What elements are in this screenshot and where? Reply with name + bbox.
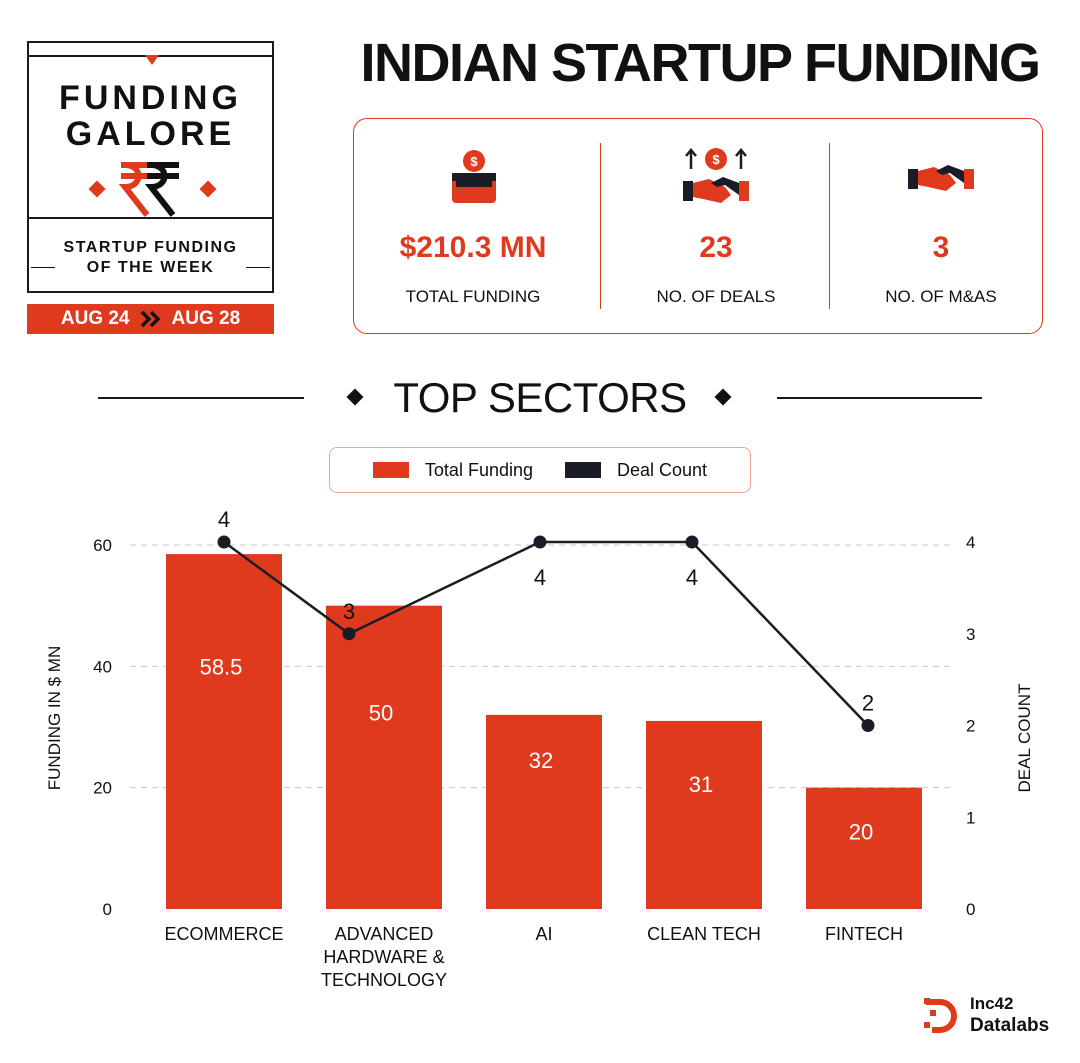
x-tick-label: AI	[535, 924, 552, 944]
y2-tick-label: 2	[966, 717, 975, 736]
deal-count-point	[861, 719, 875, 732]
funding-galore-badge: FUNDING GALORE STARTUP FUNDING OF THE WE…	[27, 41, 274, 293]
deal-count-label: 4	[218, 507, 230, 532]
x-tick-label: CLEAN TECH	[647, 924, 761, 944]
x-tick-label: ADVANCED	[335, 924, 434, 944]
legend-label-funding: Total Funding	[424, 459, 533, 480]
bar-value-label: 20	[849, 819, 873, 844]
date-to: AUG 28	[171, 308, 241, 329]
y-tick-label: 0	[103, 900, 112, 919]
deal-count-point	[217, 535, 231, 549]
bar	[486, 714, 602, 909]
y2-tick-label: 4	[966, 533, 975, 552]
stat-value: 3	[932, 231, 950, 264]
section-rule-left	[98, 397, 304, 399]
date-range-bar: AUG 24 AUG 28	[27, 304, 274, 334]
badge-triangle-marker	[145, 55, 159, 65]
handshake-icon	[908, 165, 974, 191]
deal-count-label: 2	[862, 691, 874, 716]
y2-tick-label: 1	[966, 808, 975, 827]
badge-title-line1: FUNDING	[59, 79, 242, 117]
page-title: INDIAN STARTUP FUNDING	[360, 33, 1042, 93]
chart-legend: Total Funding Deal Count	[329, 447, 751, 493]
svg-text:$: $	[470, 154, 478, 169]
y-tick-label: 40	[93, 657, 112, 676]
stats-panel: $ $210.3 MN TOTAL FUNDING $ 23 NO. OF DE…	[353, 118, 1043, 334]
y-tick-label: 20	[93, 779, 112, 798]
stats-divider	[829, 143, 830, 309]
stats-divider	[600, 143, 601, 309]
bar-value-label: 32	[529, 748, 553, 773]
y2-tick-label: 3	[966, 625, 975, 644]
date-from: AUG 24	[60, 308, 130, 329]
stat-label: NO. OF DEALS	[656, 287, 776, 306]
deal-count-point	[533, 535, 547, 549]
x-tick-label: FINTECH	[825, 924, 903, 944]
bar	[326, 605, 442, 909]
legend-item-deals: Deal Count	[565, 460, 707, 481]
double-chevron-icon	[140, 310, 160, 328]
y2-tick-label: 0	[966, 900, 975, 919]
badge-mid-rule	[29, 217, 272, 219]
stat-value: 23	[699, 231, 733, 264]
legend-swatch-deals	[565, 462, 601, 478]
inc42-logo: Inc42 Datalabs	[922, 994, 1062, 1038]
section-title: TOP SECTORS	[393, 374, 687, 421]
legend-item-funding: Total Funding	[372, 459, 533, 481]
rupee-icon	[118, 162, 179, 217]
deal-count-label: 4	[686, 565, 698, 590]
inc42-logo-icon	[924, 998, 957, 1033]
stat-total-funding: $ $210.3 MN TOTAL FUNDING	[361, 119, 585, 333]
deal-count-point	[685, 535, 699, 549]
badge-subtitle-rule-right	[246, 267, 270, 268]
x-tick-label: HARDWARE &	[323, 947, 444, 967]
badge-subtitle-line2: OF THE WEEK	[86, 259, 215, 276]
bar-value-label: 31	[689, 772, 713, 797]
stat-label: TOTAL FUNDING	[405, 287, 541, 306]
badge-subtitle-line1: STARTUP FUNDING	[63, 239, 238, 256]
y-axis-label: FUNDING IN $ MN	[45, 646, 64, 791]
svg-text:$: $	[712, 152, 720, 167]
logo-brand-line1: Inc42	[970, 994, 1014, 1013]
deal-count-label: 4	[534, 565, 546, 590]
x-tick-label: TECHNOLOGY	[321, 970, 447, 990]
y2-axis-label: DEAL COUNT	[1015, 684, 1034, 793]
y-tick-label: 60	[93, 536, 112, 555]
stat-label: NO. OF M&AS	[885, 287, 997, 306]
deal-count-label: 3	[343, 599, 355, 624]
bar	[646, 720, 762, 909]
x-tick-label: ECOMMERCE	[164, 924, 283, 944]
bar	[806, 787, 922, 909]
badge-title-line2: GALORE	[65, 115, 236, 153]
handshake-deal-icon: $	[683, 148, 749, 203]
legend-label-deals: Deal Count	[617, 459, 708, 480]
section-rule-right	[777, 397, 982, 399]
money-box-icon: $	[452, 150, 496, 203]
deal-count-point	[342, 627, 356, 641]
bar-value-label: 58.5	[200, 655, 243, 680]
legend-swatch-funding	[372, 462, 409, 478]
logo-brand-line2: Datalabs	[970, 1015, 1050, 1036]
badge-subtitle-rule-left	[31, 267, 55, 268]
stat-deals: $ 23 NO. OF DEALS	[604, 119, 828, 333]
bar-value-label: 50	[369, 700, 393, 725]
bar	[166, 554, 282, 909]
stat-mas: 3 NO. OF M&AS	[829, 119, 1053, 333]
stat-value: $210.3 MN	[399, 231, 547, 264]
